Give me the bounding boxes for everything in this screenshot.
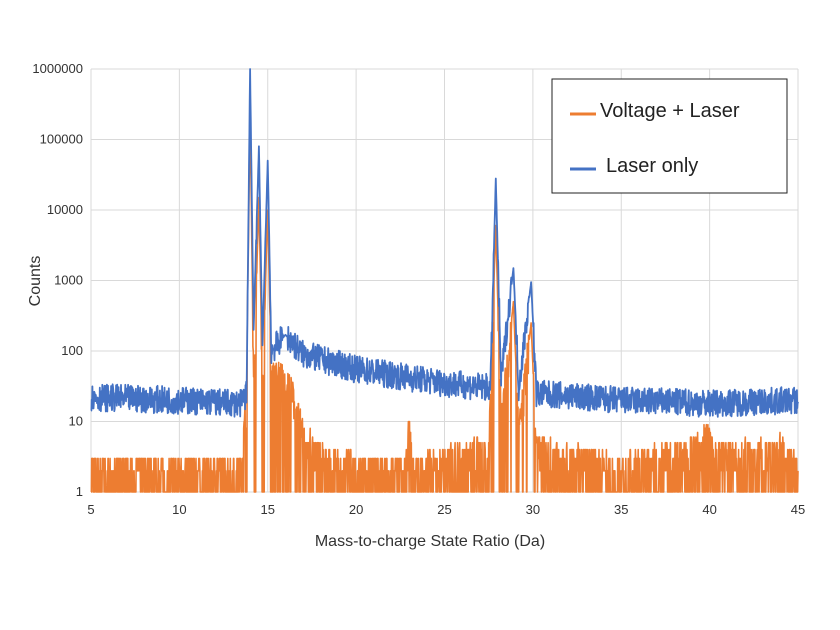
y-axis-title: Counts (27, 256, 44, 307)
x-tick-label: 15 (261, 502, 275, 517)
series-layer (90, 68, 799, 493)
x-tick-label: 10 (172, 502, 186, 517)
legend: Voltage + Laser Laser only (551, 78, 788, 194)
y-tick-label: 100000 (40, 132, 83, 147)
legend-label-voltage-laser: Voltage + Laser (600, 100, 740, 122)
y-tick-label: 1 (76, 484, 83, 499)
y-tick-label: 100 (61, 343, 83, 358)
y-tick-label: 10 (69, 414, 83, 429)
grid-layer (90, 68, 799, 493)
x-tick-label: 40 (702, 502, 716, 517)
series-line-laser-only (90, 68, 799, 418)
y-tick-label: 1000 (54, 273, 83, 288)
tick-labels: 1 10 100 1000 10000 100000 1000000 5 10 15 20 25 30 3… (32, 61, 805, 517)
x-tick-label: 25 (437, 502, 451, 517)
legend-box (551, 78, 788, 194)
x-tick-label: 45 (791, 502, 805, 517)
y-tick-label: 10000 (47, 202, 83, 217)
x-axis-title: Mass-to-charge State Ratio (Da) (315, 533, 545, 550)
series-line-voltage-laser (90, 107, 799, 493)
legend-label-laser-only: Laser only (606, 155, 698, 177)
y-tick-label: 1000000 (32, 61, 83, 76)
x-tick-label: 5 (87, 502, 94, 517)
x-tick-label: 35 (614, 502, 628, 517)
x-tick-label: 20 (349, 502, 363, 517)
x-tick-label: 30 (526, 502, 540, 517)
